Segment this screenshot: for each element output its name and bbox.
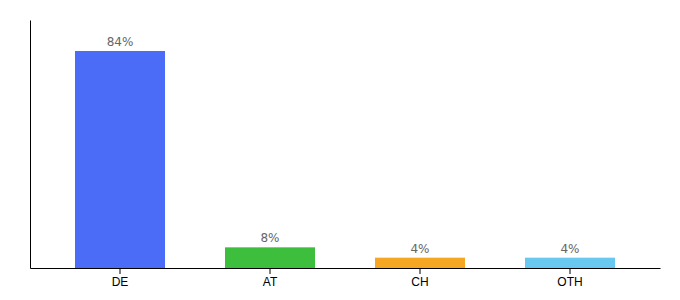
chart-container: 84% 8% 4% 4% DE AT CH OTH [0, 0, 680, 300]
x-axis-line [31, 268, 661, 269]
x-tick-mark [120, 268, 121, 274]
chart-svg: 84% 8% 4% 4% DE AT CH OTH [0, 0, 680, 300]
x-tick: AT [263, 268, 278, 289]
bar [225, 247, 315, 268]
bars [75, 51, 615, 268]
y-axis-line [30, 21, 31, 269]
bar [75, 51, 165, 268]
x-tick-mark [270, 268, 271, 274]
data-label: 4% [410, 242, 429, 256]
data-label: 8% [260, 231, 279, 245]
data-labels: 84% 8% 4% 4% [107, 35, 580, 256]
plot-area: 84% 8% 4% 4% DE AT CH OTH [31, 21, 661, 289]
x-tick-label: DE [112, 275, 129, 289]
x-tick: OTH [557, 268, 582, 289]
x-tick: CH [411, 268, 428, 289]
y-axis [30, 21, 31, 269]
x-tick-label: CH [411, 275, 428, 289]
data-label: 4% [560, 242, 579, 256]
x-tick-label: OTH [557, 275, 582, 289]
x-axis: DE AT CH OTH [31, 268, 661, 289]
x-tick: DE [112, 268, 129, 289]
x-tick-label: AT [263, 275, 278, 289]
data-label: 84% [107, 35, 134, 49]
x-tick-mark [570, 268, 571, 274]
bar [525, 258, 615, 268]
x-tick-mark [420, 268, 421, 274]
bar [375, 258, 465, 268]
